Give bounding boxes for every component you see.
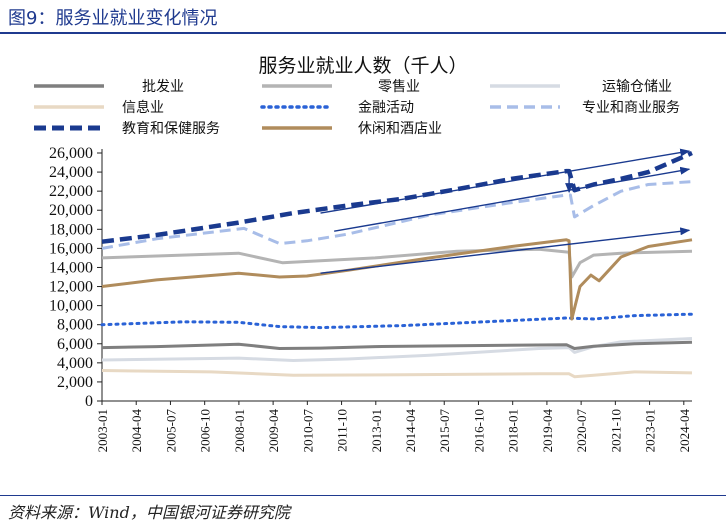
x-tick-label: 2013-01 bbox=[369, 409, 384, 452]
y-tick-label: 8,000 bbox=[57, 317, 93, 334]
x-tick-label: 2009-04 bbox=[266, 409, 281, 453]
x-tick-label: 2005-07 bbox=[163, 409, 178, 453]
series-line-2 bbox=[101, 337, 693, 362]
trend-arrow-2 bbox=[320, 227, 691, 274]
annotations bbox=[320, 148, 691, 274]
x-tick-label: 2015-07 bbox=[437, 409, 452, 453]
source-rule bbox=[0, 495, 726, 496]
series-line-6 bbox=[101, 150, 693, 244]
legend-label-3: 信息业 bbox=[122, 99, 164, 116]
legend-label-6: 教育和保健服务 bbox=[122, 121, 220, 137]
y-tick-label: 14,000 bbox=[49, 259, 93, 276]
x-tick-label: 2010-07 bbox=[300, 409, 315, 453]
y-tick-label: 26,000 bbox=[49, 145, 93, 162]
y-tick-label: 24,000 bbox=[49, 164, 93, 181]
legend-label-1: 零售业 bbox=[378, 79, 420, 95]
y-tick-label: 2,000 bbox=[57, 374, 93, 391]
x-tick-label: 2023-01 bbox=[643, 409, 658, 452]
y-tick-label: 4,000 bbox=[57, 355, 93, 372]
y-tick-label: 10,000 bbox=[49, 298, 93, 315]
legend-label-0: 批发业 bbox=[142, 79, 184, 95]
legend-label-4: 金融活动 bbox=[358, 100, 414, 116]
x-tick-label: 2024-04 bbox=[677, 409, 692, 453]
trend-arrow-1 bbox=[334, 166, 691, 232]
y-tick-label: 18,000 bbox=[49, 221, 93, 238]
trend-arrow-0 bbox=[320, 148, 691, 214]
legend-label-2: 运输仓储业 bbox=[602, 79, 672, 95]
axes: 0 2,000 4,000 6,000 8,000 10,000 12,000 14,000 1… bbox=[49, 145, 692, 452]
y-tick-label: 20,000 bbox=[49, 202, 93, 219]
figure-caption: 图9：服务业就业变化情况 bbox=[8, 8, 218, 29]
x-tick-label: 2006-10 bbox=[198, 409, 213, 452]
x-tick-label: 2003-01 bbox=[95, 409, 110, 452]
x-tick-label: 2008-01 bbox=[232, 409, 247, 452]
caption-rule bbox=[0, 32, 726, 34]
series-line-4 bbox=[100, 312, 694, 330]
x-tick-label: 2014-04 bbox=[403, 409, 418, 453]
x-tick-label: 2016-10 bbox=[471, 409, 486, 452]
series-line-0 bbox=[101, 340, 693, 350]
y-tick-label: 6,000 bbox=[57, 336, 93, 353]
y-tick-label: 22,000 bbox=[49, 183, 93, 200]
series-line-3 bbox=[101, 369, 693, 379]
x-tick-label: 2020-07 bbox=[574, 409, 589, 453]
y-tick-label: 0 bbox=[85, 393, 93, 410]
source-note: 资料来源：Wind，中国银河证券研究院 bbox=[8, 503, 290, 522]
x-tick-label: 2021-10 bbox=[608, 409, 623, 452]
series-layer bbox=[100, 150, 694, 379]
x-tick-label: 2019-04 bbox=[540, 409, 555, 453]
series-line-5 bbox=[101, 180, 693, 250]
x-tick-label: 2004-04 bbox=[129, 409, 144, 453]
y-tick-label: 16,000 bbox=[49, 240, 93, 257]
series-line-1 bbox=[101, 247, 693, 279]
x-tick-label: 2018-01 bbox=[506, 409, 521, 452]
legend-label-5: 专业和商业服务 bbox=[582, 100, 680, 116]
y-tick-label: 12,000 bbox=[49, 279, 93, 296]
chart-title: 服务业就业人数（千人） bbox=[258, 55, 467, 77]
series-line-7 bbox=[101, 238, 693, 321]
legend-label-7: 休闲和酒店业 bbox=[358, 121, 442, 137]
x-tick-label: 2011-10 bbox=[335, 409, 350, 452]
